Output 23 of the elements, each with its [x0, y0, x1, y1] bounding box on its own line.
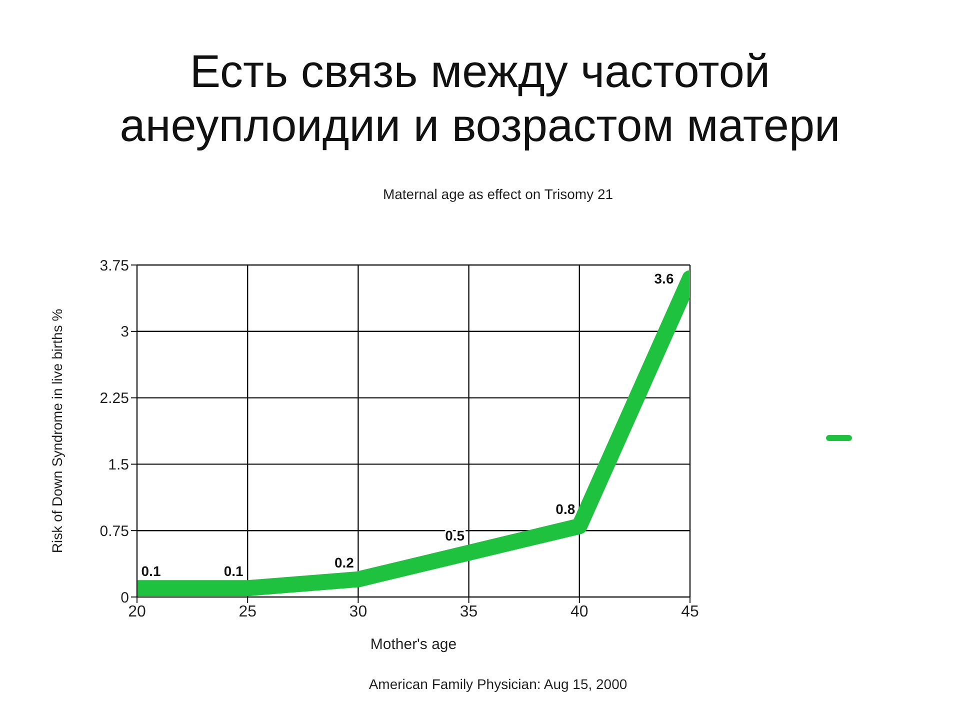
y-tick-label: 3 [120, 324, 129, 341]
x-tick-label: 20 [128, 603, 146, 620]
data-label: 0.1 [224, 563, 244, 580]
y-tick-label: 0 [120, 589, 129, 606]
x-axis-title: Mother's age [370, 636, 457, 653]
text: American Family Physician: Aug 15, 2000 [368, 676, 628, 692]
x-tick-label: 40 [570, 603, 588, 620]
y-tick-label: 0.75 [100, 522, 129, 540]
x-tick-label: 25 [238, 603, 257, 620]
y-tick-label: 2.25 [100, 390, 129, 408]
data-label: 0.2 [334, 554, 354, 570]
data-label: 3.6 [654, 270, 674, 286]
chart-subtitle: Maternal age as effect on Trisomy 21 [382, 186, 614, 202]
y-axis-title: Risk of Down Syndrome in live births % [48, 308, 65, 554]
data-label: 0.5 [445, 528, 465, 544]
y-tick-label: 3.75 [100, 257, 129, 274]
data-label: 0.1 [141, 563, 161, 580]
x-tick-label: 45 [681, 603, 699, 620]
y-tick-label: 1.5 [108, 456, 129, 474]
data-label: 0.8 [556, 501, 576, 518]
x-tick-label: 30 [349, 603, 368, 620]
x-tick-label: 35 [460, 603, 478, 620]
chart-title: Есть связь между частотой анеуплоидии и возрастом матери [118, 44, 842, 152]
